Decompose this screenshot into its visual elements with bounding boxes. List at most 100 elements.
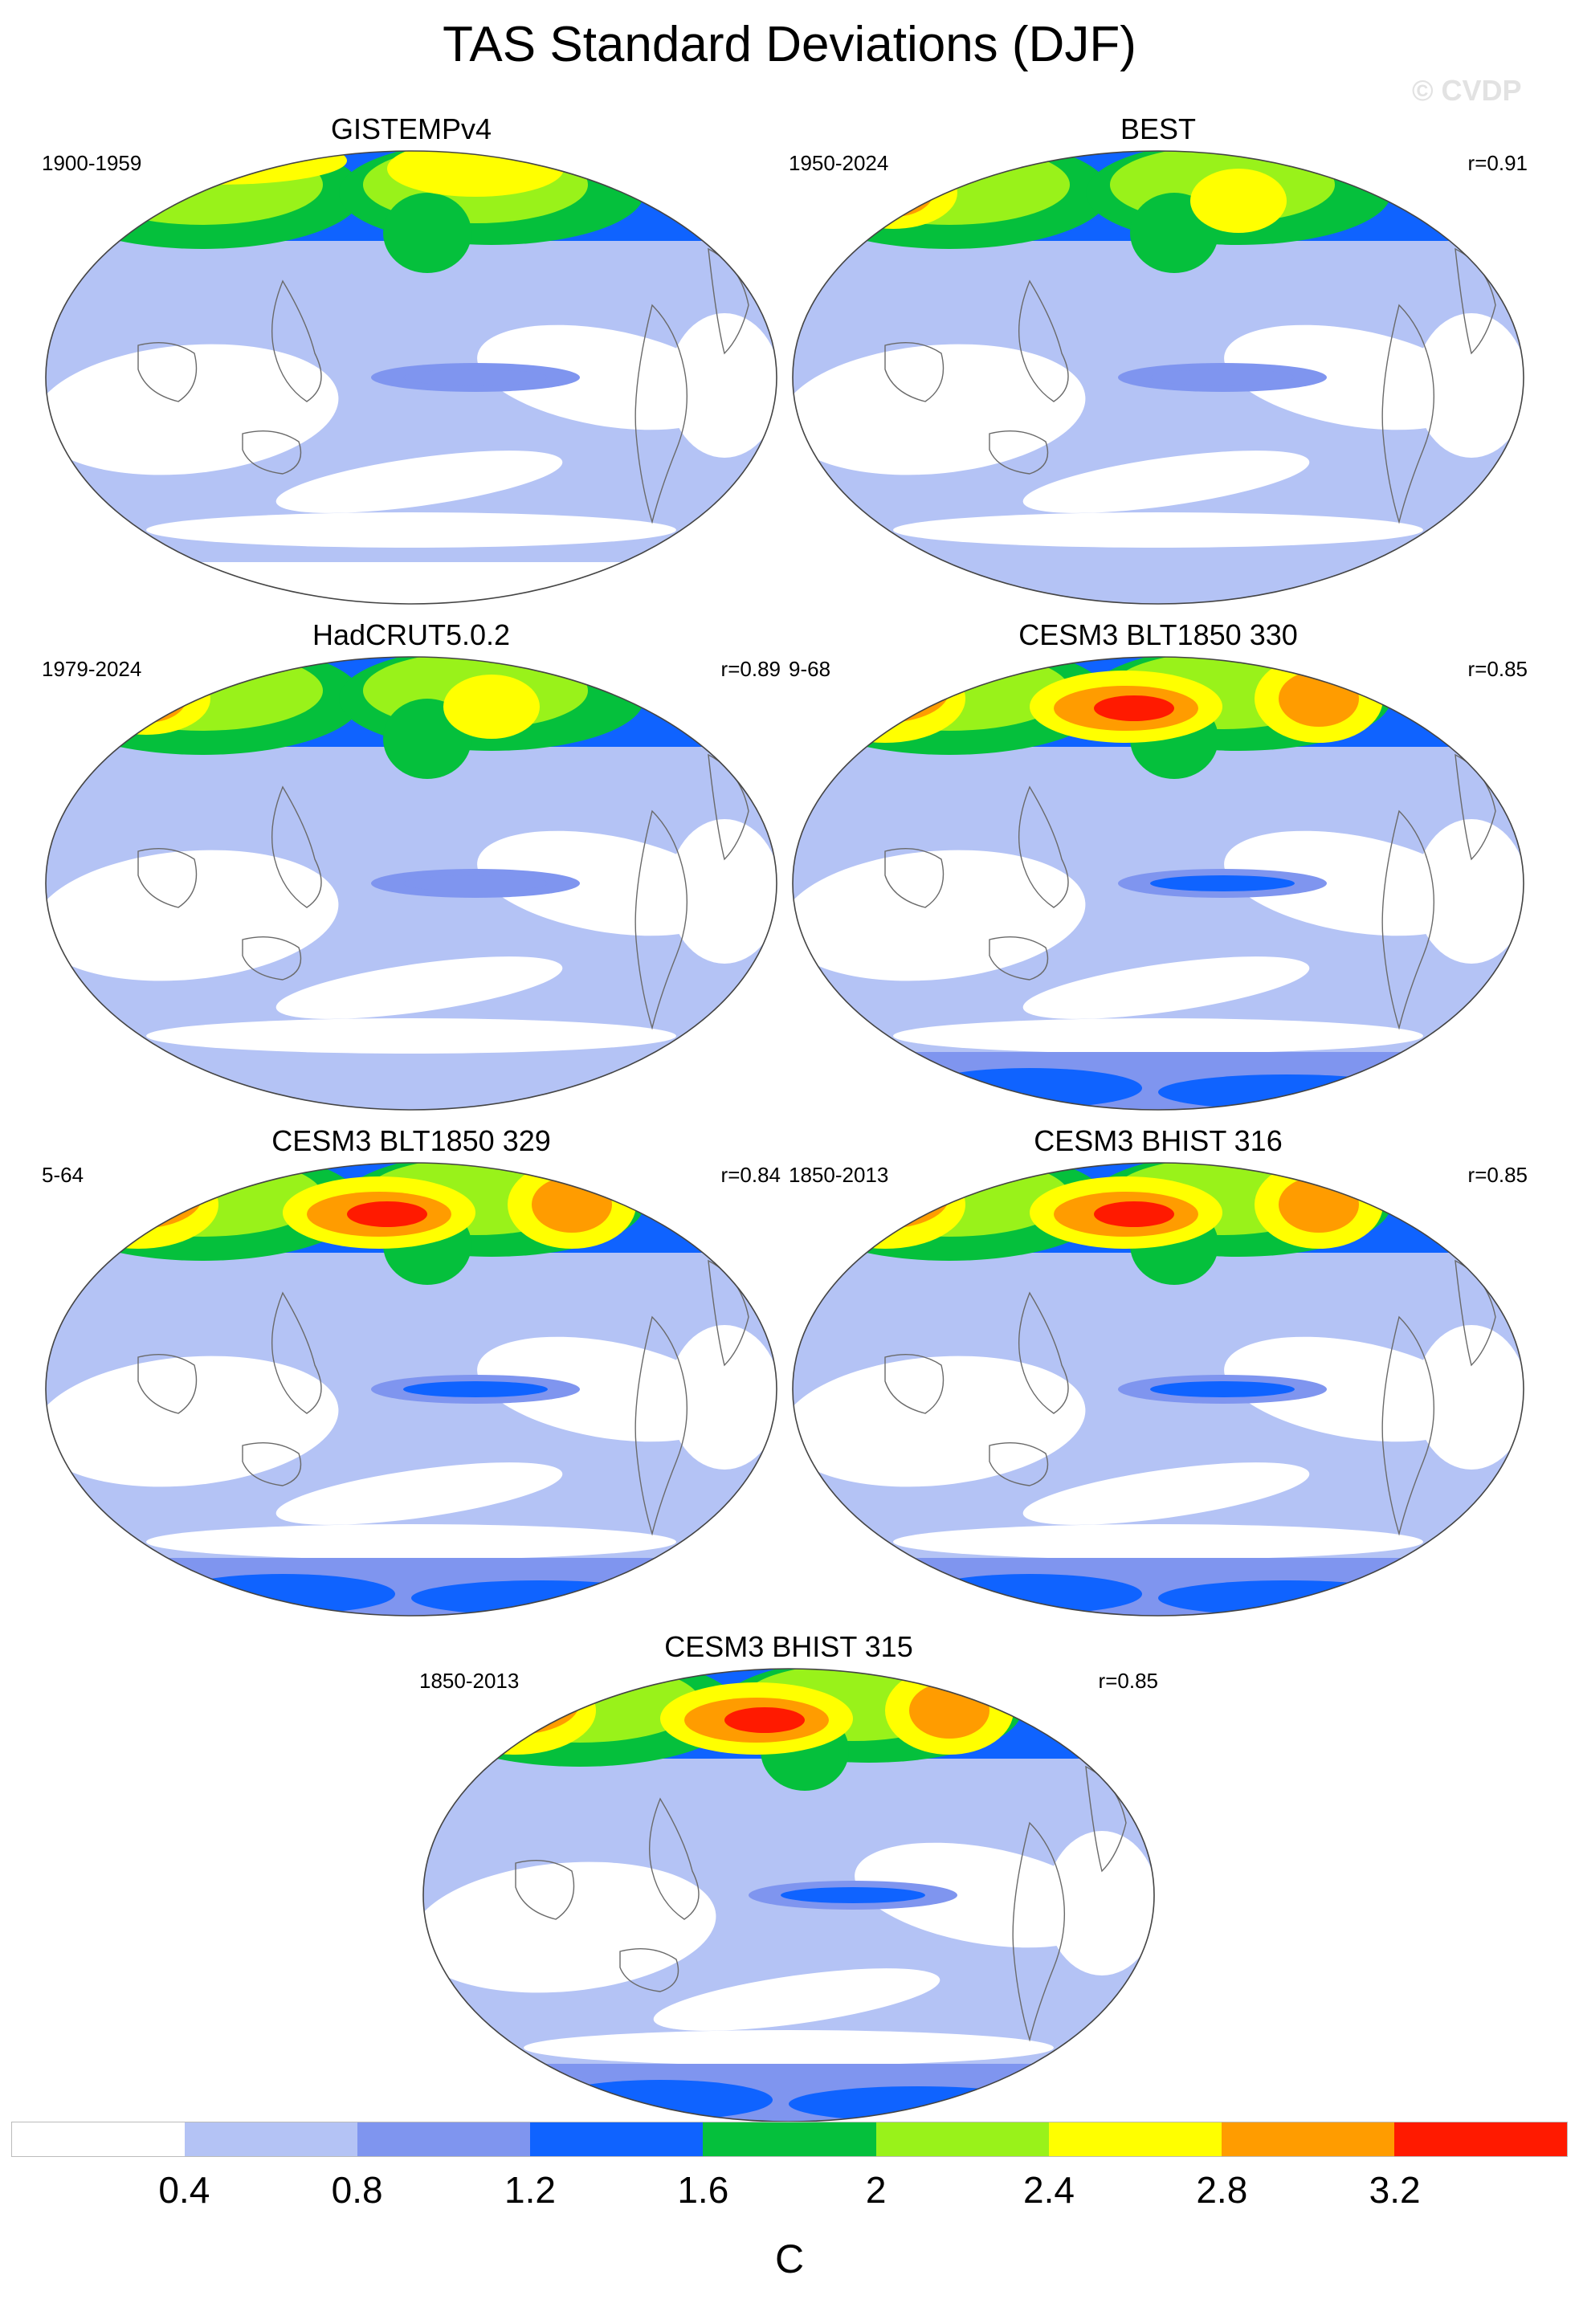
low-variance-region — [146, 1018, 676, 1054]
coastline — [242, 430, 302, 475]
colorbar-swatch — [357, 2122, 531, 2156]
panel-title: CESM3 BLT1850 330 — [1018, 618, 1298, 651]
colorbar-swatch — [12, 2122, 186, 2156]
eurasia-max — [853, 169, 933, 217]
north-america-variance — [383, 193, 471, 273]
antarctic-band — [423, 2064, 1154, 2122]
eurasia-max — [821, 658, 949, 723]
siberia-max — [1094, 1201, 1174, 1227]
low-variance-region — [1224, 1336, 1478, 1442]
low-variance-region — [477, 830, 731, 936]
world-map — [792, 1162, 1524, 1617]
low-variance-region — [477, 324, 731, 430]
eurasia-variance — [82, 151, 323, 225]
low-variance-region — [146, 1524, 676, 1560]
colorbar-tick-label: 1.6 — [677, 2169, 729, 2211]
figure-title: TAS Standard Deviations (DJF) — [443, 17, 1136, 72]
coastline — [1012, 1821, 1066, 2042]
antarctic-high-variance — [789, 2086, 1046, 2122]
eurasia-max — [805, 657, 965, 743]
north-america-max — [532, 1176, 612, 1233]
panel-correlation: r=0.91 — [1467, 151, 1528, 175]
coastline — [634, 304, 688, 524]
coastline — [1018, 785, 1069, 908]
antarctic-high-variance — [1158, 1074, 1415, 1110]
low-variance-region — [275, 956, 563, 1019]
antarctic-band — [793, 1052, 1524, 1110]
panel-title: HadCRUT5.0.2 — [312, 618, 511, 651]
map-outline — [45, 656, 777, 1111]
eurasia-max — [877, 177, 909, 200]
map-panel-cesm3-blt1850-330: CESM3 BLT1850 330 9-68 r=0.85 — [789, 618, 1528, 1116]
low-variance-region — [893, 1018, 1423, 1054]
tropical-pacific-core — [403, 875, 548, 891]
coastline — [242, 1441, 302, 1486]
coastline — [884, 341, 945, 402]
low-variance-region — [146, 512, 676, 548]
panel-correlation: r=0.85 — [1098, 1669, 1158, 1693]
eurasia-max — [82, 663, 210, 735]
eurasia-max — [825, 1164, 913, 1213]
coastline — [271, 785, 322, 908]
colorbar — [11, 2122, 1568, 2157]
map-panel-best: BEST 1950-2024 r=0.91 — [789, 112, 1528, 610]
colorbar-tick-label: 1.2 — [504, 2169, 556, 2211]
coastline — [634, 809, 688, 1030]
coastline — [989, 936, 1049, 981]
tropical-pacific-core — [1150, 369, 1295, 385]
low-variance-region — [668, 313, 777, 458]
low-variance-region — [893, 1524, 1423, 1560]
antarctic-high-variance — [170, 1574, 395, 1614]
coastline — [1018, 279, 1069, 402]
panel-correlation: r=0.84 — [720, 1163, 781, 1187]
antarctic-high-variance — [1158, 1580, 1415, 1616]
eurasia-max — [451, 1670, 580, 1735]
colorbar-tick-label: 3.2 — [1369, 2169, 1421, 2211]
antarctic-band — [793, 1558, 1524, 1616]
coastline — [1018, 1291, 1069, 1414]
colorbar-swatch — [530, 2122, 704, 2156]
north-america-max — [909, 1682, 989, 1739]
low-variance-region — [423, 1861, 716, 1993]
antarctic-band — [46, 562, 777, 604]
low-variance-region — [46, 850, 339, 981]
coastline — [271, 279, 322, 402]
eurasia-max — [805, 1163, 965, 1249]
panel-title: CESM3 BHIST 315 — [664, 1630, 913, 1663]
north-america-max — [1279, 1176, 1359, 1233]
low-variance-region — [524, 2030, 1054, 2065]
low-variance-region — [855, 1842, 1108, 1948]
coastline — [137, 341, 198, 402]
panel-period: 1900-1959 — [42, 151, 142, 175]
map-panel-hadcrut: HadCRUT5.0.2 1979-2024 r=0.89 — [42, 618, 781, 1116]
eurasia-max — [78, 1164, 166, 1213]
low-variance-region — [1224, 830, 1478, 936]
colorbar-swatch — [1048, 2122, 1222, 2156]
low-variance-region — [668, 1325, 777, 1470]
panel-title: BEST — [1120, 112, 1197, 145]
low-variance-region — [46, 344, 339, 475]
colorbar-swatch — [185, 2122, 358, 2156]
coastline — [1381, 809, 1435, 1030]
map-outline — [792, 150, 1524, 605]
tropical-pacific-core — [1150, 1381, 1295, 1397]
cvdp-watermark: © CVDP — [1412, 74, 1522, 107]
low-variance-region — [653, 1968, 940, 2031]
low-variance-region — [1415, 1325, 1524, 1470]
map-outline — [45, 150, 777, 605]
panel-title: GISTEMPv4 — [330, 112, 492, 145]
coastline — [884, 847, 945, 908]
eurasia-max — [58, 1163, 218, 1249]
north-america-max — [1190, 169, 1287, 233]
colorbar-swatch — [875, 2122, 1049, 2156]
panel-period: 5-64 — [42, 1163, 84, 1187]
world-map — [792, 656, 1524, 1111]
coastline — [1381, 1315, 1435, 1536]
coastline — [619, 1947, 679, 1992]
antarctic-high-variance — [917, 1068, 1142, 1108]
low-variance-region — [46, 1356, 339, 1487]
north-america-max — [443, 675, 540, 739]
coastline — [515, 1859, 575, 1920]
tropical-pacific-core — [403, 1381, 548, 1397]
antarctic-high-variance — [917, 1574, 1142, 1614]
